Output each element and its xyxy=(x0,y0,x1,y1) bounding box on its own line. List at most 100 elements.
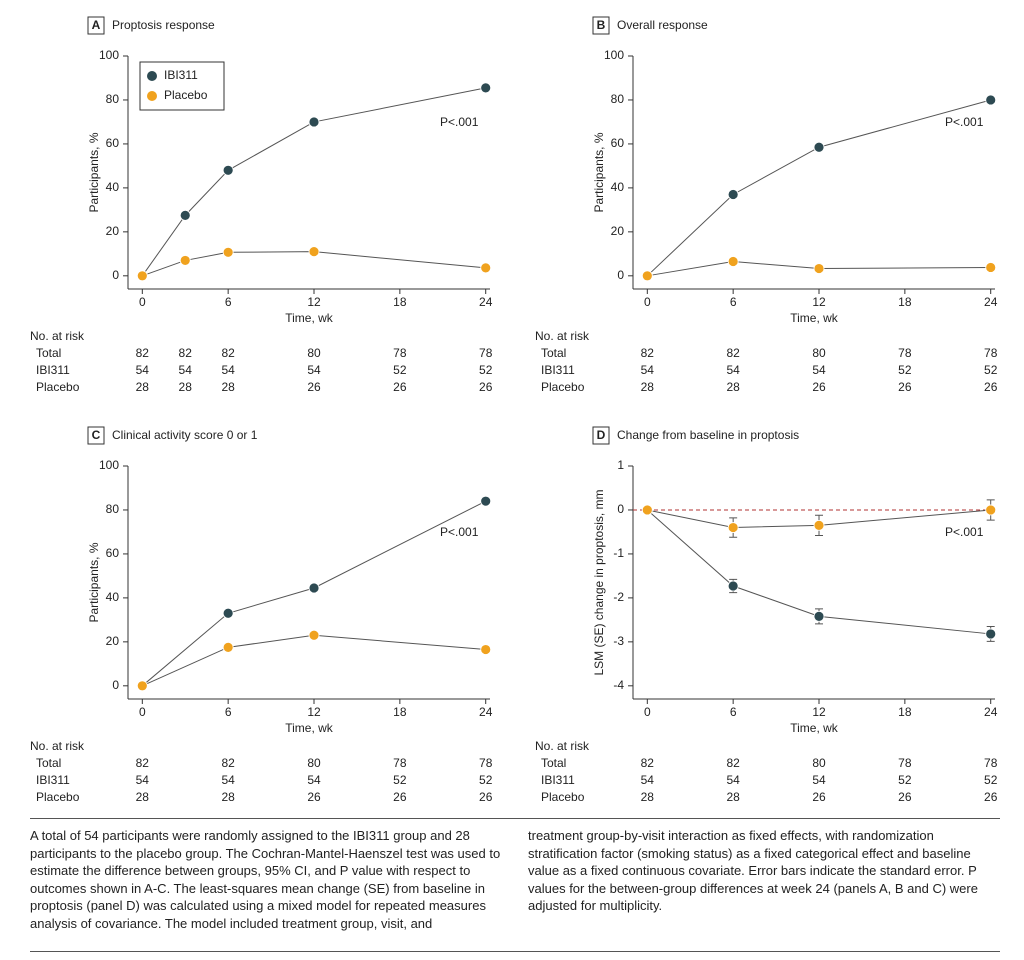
risk-row-label: Placebo xyxy=(541,380,585,394)
data-point xyxy=(985,262,997,273)
x-tick-label: 18 xyxy=(393,295,407,309)
risk-value: 54 xyxy=(641,773,655,787)
risk-value: 54 xyxy=(812,363,826,377)
x-tick-label: 24 xyxy=(479,705,493,719)
y-axis-label: LSM (SE) change in proptosis, mm xyxy=(592,489,606,675)
risk-value: 54 xyxy=(726,773,740,787)
series-line xyxy=(646,99,991,277)
x-axis-label: Time, wk xyxy=(285,311,334,325)
y-tick-label: 60 xyxy=(106,546,120,560)
panel-label-box xyxy=(592,16,610,35)
y-tick-label: -1 xyxy=(613,546,624,560)
y-tick-label: 40 xyxy=(106,590,120,604)
caption-text: A total of 54 participants were randomly… xyxy=(30,828,501,931)
risk-value: 52 xyxy=(393,773,407,787)
x-tick-label: 24 xyxy=(984,705,998,719)
risk-row-label: Total xyxy=(541,346,566,360)
data-point xyxy=(727,580,739,592)
risk-row-label: IBI311 xyxy=(36,363,70,377)
risk-value: 78 xyxy=(479,346,493,360)
x-axis-label: Time, wk xyxy=(285,721,334,735)
risk-value: 52 xyxy=(898,363,912,377)
data-point xyxy=(985,628,997,640)
risk-row-label: IBI311 xyxy=(36,773,70,787)
risk-value: 28 xyxy=(641,380,655,394)
risk-value: 78 xyxy=(898,756,912,770)
data-point xyxy=(222,607,234,619)
data-point xyxy=(136,680,148,692)
panel-label-box xyxy=(87,426,105,445)
risk-value: 26 xyxy=(812,380,826,394)
y-tick-label: 0 xyxy=(617,502,624,516)
risk-value: 26 xyxy=(812,790,826,804)
data-point xyxy=(641,270,653,282)
risk-value: 28 xyxy=(641,790,655,804)
series-line xyxy=(647,509,991,529)
risk-value: 26 xyxy=(393,790,407,804)
x-tick-label: 24 xyxy=(984,295,998,309)
x-axis-label: Time, wk xyxy=(790,721,839,735)
risk-row-label: Placebo xyxy=(36,380,80,394)
data-point xyxy=(308,246,320,258)
y-tick-label: 20 xyxy=(611,224,625,238)
y-tick-label: -4 xyxy=(613,678,624,692)
risk-value: 54 xyxy=(179,363,193,377)
x-tick-label: 0 xyxy=(139,295,146,309)
x-tick-label: 0 xyxy=(139,705,146,719)
y-tick-label: 0 xyxy=(112,678,119,692)
y-tick-label: 100 xyxy=(604,48,624,62)
x-tick-label: 6 xyxy=(730,705,737,719)
risk-row-label: Total xyxy=(36,346,61,360)
y-tick-label: 40 xyxy=(611,180,625,194)
x-tick-label: 18 xyxy=(898,705,912,719)
data-point xyxy=(308,629,320,641)
annotation: P<.001 xyxy=(440,525,479,539)
y-tick-label: 40 xyxy=(106,180,120,194)
y-tick-label: 100 xyxy=(99,458,119,472)
panel-title: Clinical activity score 0 or 1 xyxy=(112,428,258,442)
risk-value: 26 xyxy=(984,790,998,804)
risk-value: 26 xyxy=(479,380,493,394)
risk-value: 26 xyxy=(479,790,493,804)
risk-value: 54 xyxy=(726,363,740,377)
risk-value: 82 xyxy=(221,756,235,770)
legend-box xyxy=(139,61,225,111)
data-point xyxy=(985,94,997,106)
x-tick-label: 6 xyxy=(225,705,232,719)
data-point xyxy=(480,495,492,507)
risk-value: 54 xyxy=(136,363,150,377)
risk-value: 54 xyxy=(136,773,150,787)
risk-row-label: Placebo xyxy=(36,790,80,804)
risk-table-title: No. at risk xyxy=(535,739,590,753)
risk-table-title: No. at risk xyxy=(30,739,85,753)
risk-value: 28 xyxy=(136,380,150,394)
caption-text: treatment group-by-visit interaction as … xyxy=(528,828,978,913)
panel-label: C xyxy=(92,428,101,442)
risk-value: 80 xyxy=(812,346,826,360)
data-point xyxy=(985,504,997,516)
data-point xyxy=(222,246,234,258)
risk-value: 82 xyxy=(136,756,150,770)
risk-value: 82 xyxy=(726,346,740,360)
risk-value: 54 xyxy=(812,773,826,787)
y-tick-label: 60 xyxy=(611,136,625,150)
panel-label-box xyxy=(592,426,610,445)
y-tick-label: -3 xyxy=(613,634,624,648)
data-point xyxy=(727,522,739,533)
x-tick-label: 0 xyxy=(644,705,651,719)
data-point xyxy=(813,141,825,153)
y-axis-label: Participants, % xyxy=(592,132,606,212)
panel-title: Change from baseline in proptosis xyxy=(617,428,799,442)
x-tick-label: 6 xyxy=(730,295,737,309)
y-tick-label: 100 xyxy=(99,48,119,62)
series-line xyxy=(142,634,486,687)
risk-value: 82 xyxy=(641,346,655,360)
y-tick-label: 1 xyxy=(617,458,624,472)
y-tick-label: 20 xyxy=(106,634,120,648)
x-tick-label: 12 xyxy=(307,705,321,719)
risk-value: 28 xyxy=(221,790,235,804)
y-axis-label: Participants, % xyxy=(87,132,101,212)
x-tick-label: 12 xyxy=(307,295,321,309)
series-line xyxy=(141,500,486,687)
